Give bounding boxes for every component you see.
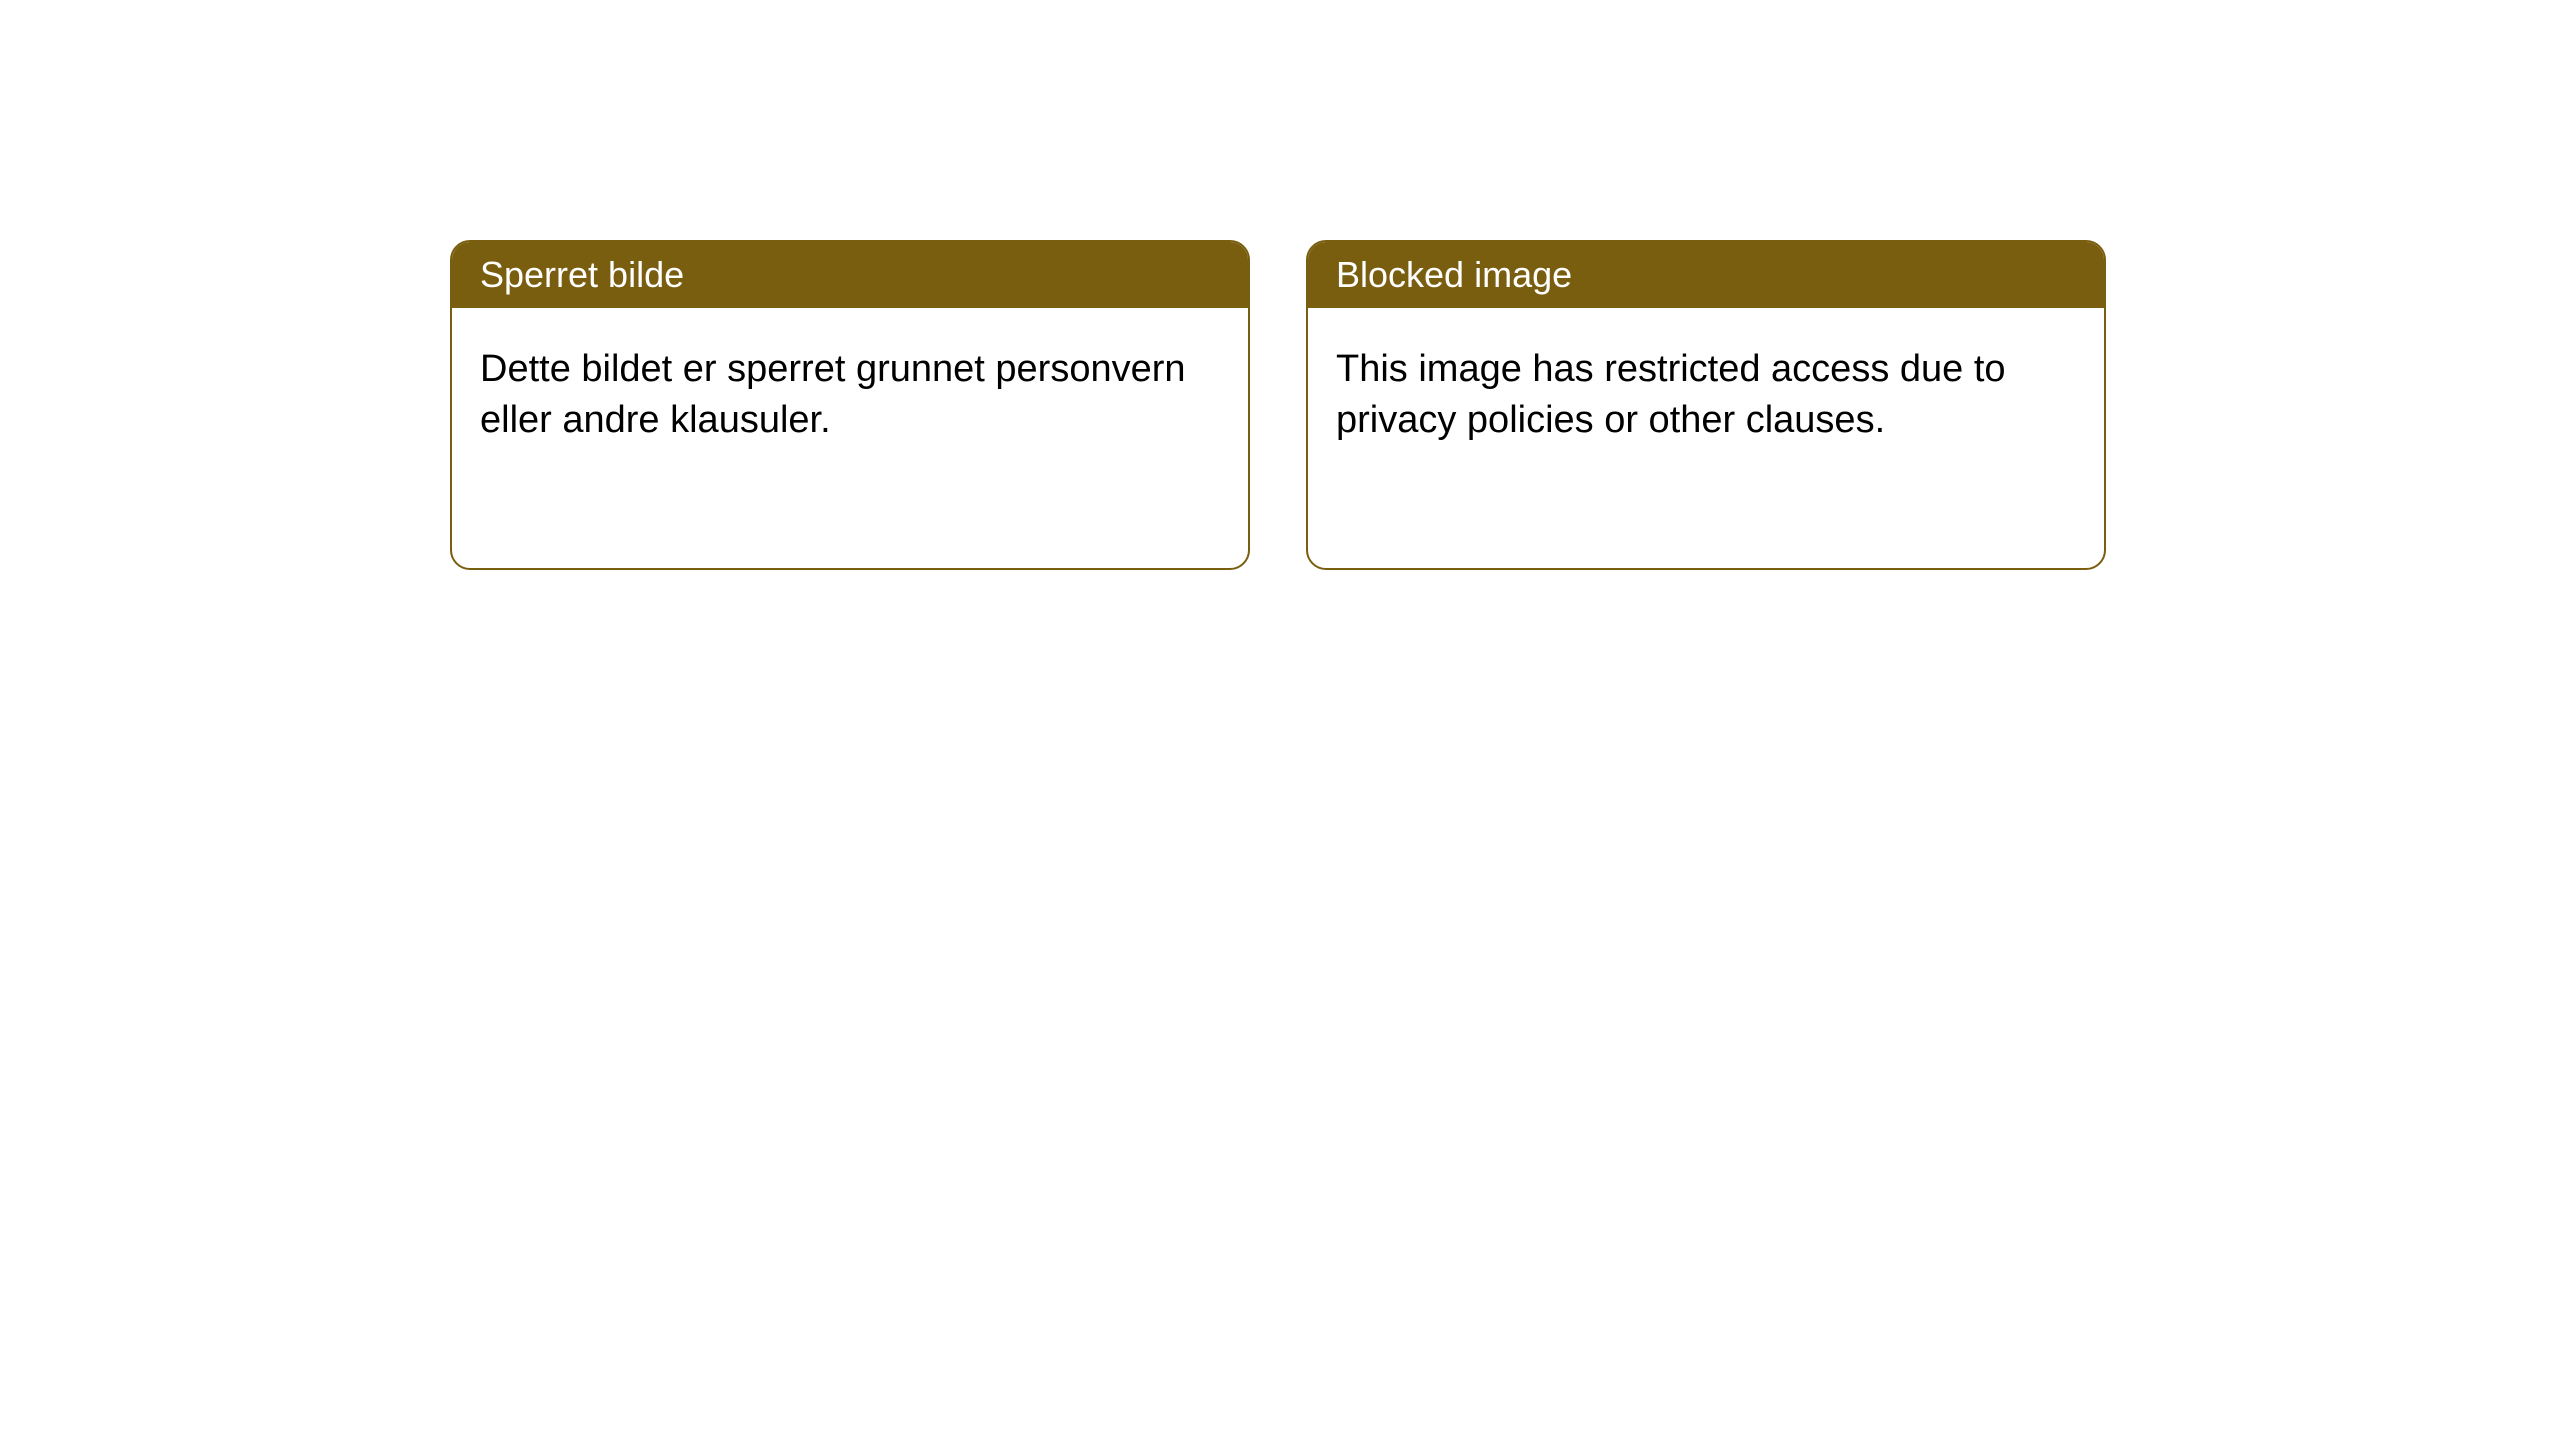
card-header: Blocked image — [1308, 242, 2104, 308]
card-body-text: This image has restricted access due to … — [1336, 348, 2006, 441]
notice-card-norwegian: Sperret bilde Dette bildet er sperret gr… — [450, 240, 1250, 570]
card-title: Blocked image — [1336, 254, 1572, 295]
notice-cards-container: Sperret bilde Dette bildet er sperret gr… — [450, 240, 2106, 570]
card-body: This image has restricted access due to … — [1308, 308, 2104, 568]
card-body-text: Dette bildet er sperret grunnet personve… — [480, 348, 1186, 441]
card-header: Sperret bilde — [452, 242, 1248, 308]
card-title: Sperret bilde — [480, 254, 684, 295]
card-body: Dette bildet er sperret grunnet personve… — [452, 308, 1248, 568]
notice-card-english: Blocked image This image has restricted … — [1306, 240, 2106, 570]
